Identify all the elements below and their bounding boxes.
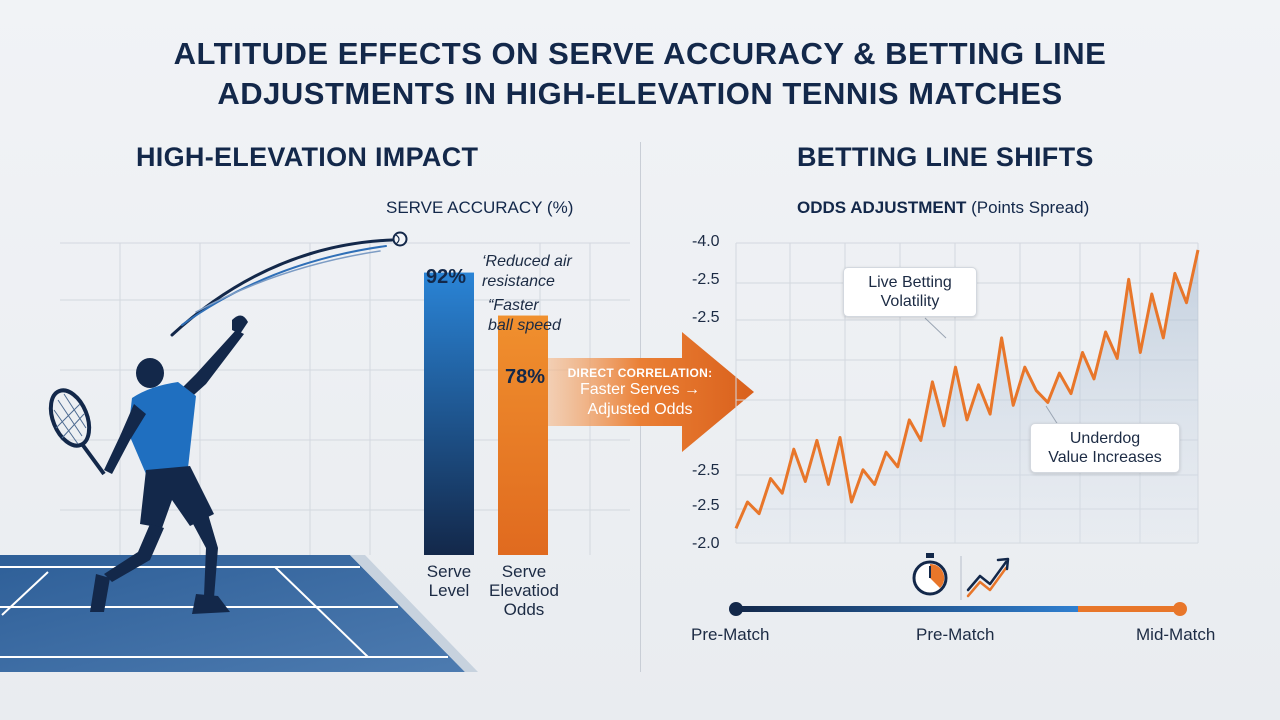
- main-title-line1: ALTITUDE EFFECTS ON SERVE ACCURACY & BET…: [173, 36, 1107, 71]
- main-title-line2: ADJUSTMENTS IN HIGH-ELEVATION TENNIS MAT…: [217, 76, 1063, 111]
- timeline-label: Mid-Match: [1136, 625, 1216, 644]
- timeline-label: Pre-Match: [691, 625, 770, 644]
- y-tick-label: -4.0: [692, 233, 720, 250]
- correlation-line3: Adjusted Odds: [587, 401, 693, 418]
- trend-up-icon: [966, 557, 1010, 598]
- odds-title-main: ODDS ADJUSTMENT: [797, 198, 967, 217]
- y-tick-label: -2.5: [692, 462, 720, 479]
- tennis-player-icon: [48, 315, 248, 614]
- correlation-arrow: [548, 332, 754, 452]
- correlation-line2: Faster Serves →: [579, 381, 701, 398]
- main-title: ALTITUDE EFFECTS ON SERVE ACCURACY & BET…: [0, 34, 1280, 114]
- correlation-label: DIRECT CORRELATION: Faster Serves → Adju…: [560, 366, 720, 420]
- odds-title-sub: (Points Spread): [971, 198, 1090, 217]
- y-tick-label: -2.5: [692, 497, 720, 514]
- match-timeline: [729, 602, 1187, 616]
- ball-trajectory-icon: [170, 238, 394, 337]
- bar-category-label: Serve Level: [426, 562, 472, 600]
- tennis-ball-icon: [392, 231, 408, 247]
- stopwatch-icon: [912, 553, 948, 596]
- serve-accuracy-title: SERVE ACCURACY (%): [386, 198, 574, 217]
- serve-accuracy-bars: [424, 272, 548, 555]
- underdog-value-callout: Underdog Value Increases: [1030, 423, 1180, 473]
- timeline-bar: [736, 606, 1180, 612]
- bar-value-label: 92%: [426, 266, 467, 288]
- reduced-air-annotation: ‘Reduced air resistance: [482, 253, 572, 290]
- correlation-line1: DIRECT CORRELATION:: [567, 366, 713, 380]
- bar-0: [424, 272, 474, 555]
- odds-line: [734, 249, 1200, 529]
- timeline-end-dot: [1173, 602, 1187, 616]
- timeline-label: Pre-Match: [916, 625, 995, 644]
- odds-adjustment-title: ODDS ADJUSTMENT (Points Spread): [797, 198, 1089, 218]
- y-tick-label: -2.5: [692, 309, 720, 326]
- bar-value-label: 78%: [505, 366, 546, 388]
- live-betting-volatility-callout: Live Betting Volatility: [843, 267, 977, 317]
- faster-ball-annotation: “Faster ball speed: [488, 297, 561, 334]
- bar-1: [498, 315, 548, 555]
- y-tick-label: -2.0: [692, 535, 720, 552]
- tennis-court-icon: [0, 555, 478, 672]
- left-section-title: HIGH-ELEVATION IMPACT: [136, 142, 479, 172]
- y-tick-label: -2.5: [692, 271, 720, 288]
- timeline-start-dot: [729, 602, 743, 616]
- right-section-title: BETTING LINE SHIFTS: [797, 142, 1094, 172]
- volatility-pointer: [924, 317, 947, 339]
- bar-category-label: Serve Elevatiod Odds: [489, 562, 559, 619]
